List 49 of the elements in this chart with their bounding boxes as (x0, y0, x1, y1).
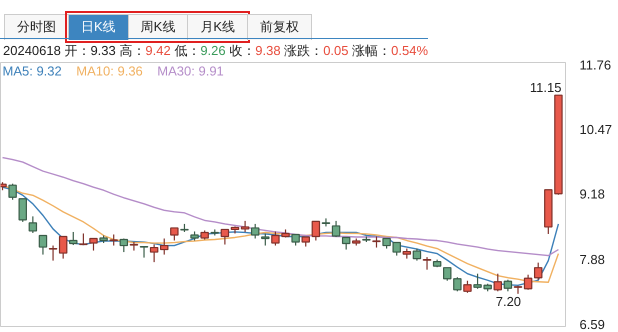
candlestick (210, 228, 220, 236)
annotation: 11.15 (530, 80, 562, 96)
chart-title: 20240618 开：9.33 高：9.42 低：9.26 收：9.38 涨跌：0.05 涨幅：0.54% (3, 43, 428, 58)
candlestick (240, 220, 250, 233)
text: MA30: 9.91 (157, 64, 224, 78)
candlestick (312, 220, 320, 242)
candlestick (69, 231, 78, 246)
candlestick (302, 236, 310, 248)
candlestick (494, 273, 502, 292)
candlestick (342, 236, 350, 250)
candlestick (120, 238, 128, 253)
candlestick (38, 234, 48, 256)
candlestick (271, 230, 280, 246)
candlestick (372, 236, 381, 248)
text: 分时图 (4, 14, 69, 40)
candlestick (140, 246, 148, 258)
candlestick (463, 280, 472, 294)
y-tick-label: 6.59 (580, 316, 605, 332)
text: 日K线 (68, 14, 129, 40)
candlestick (291, 234, 300, 246)
candlestick (332, 220, 340, 238)
candlestick (402, 248, 412, 260)
text: 前复权 (247, 14, 312, 40)
candlestick (18, 198, 27, 223)
y-tick-label: 11.76 (580, 58, 612, 72)
candlestick (89, 238, 98, 252)
annotation: 7.20 (496, 294, 522, 309)
candlestick (524, 274, 532, 290)
candlestick (412, 248, 422, 262)
y-tick-label: 9.18 (580, 186, 605, 202)
text: 周K线 (128, 14, 188, 40)
line-series (2, 156, 560, 256)
candlestick (534, 262, 542, 280)
y-tick-label: 7.88 (580, 252, 605, 268)
candlestick (250, 223, 260, 240)
y-tick-label: 10.47 (580, 122, 612, 137)
text: 月K线 (187, 14, 248, 40)
candlestick (170, 227, 179, 242)
candlestick (109, 234, 118, 246)
candlestick (8, 183, 17, 200)
candlestick (200, 230, 209, 240)
text: MA5: 9.32 (2, 64, 62, 78)
candlestick (261, 232, 270, 246)
candlestick (422, 256, 432, 270)
candlestick (220, 228, 230, 246)
candlestick (504, 279, 512, 292)
candlestick (28, 216, 38, 234)
text: MA10: 9.36 (76, 64, 143, 78)
candlestick (190, 230, 199, 242)
